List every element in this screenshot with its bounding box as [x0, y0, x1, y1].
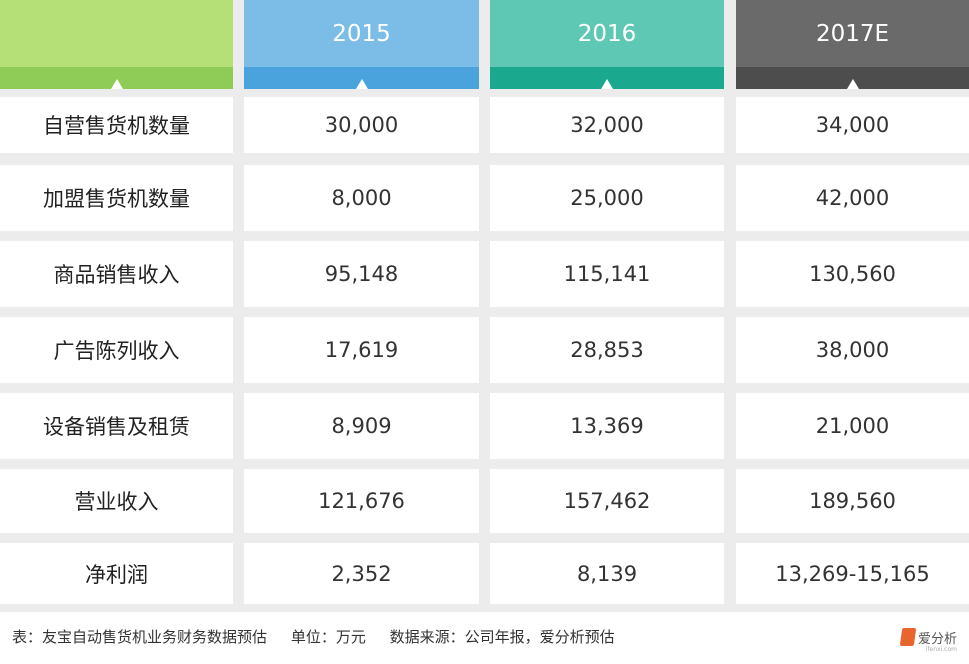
header-pointer [601, 79, 613, 89]
cell-2017e: 130,560 [736, 241, 969, 307]
cell-2015: 8,000 [244, 165, 479, 231]
header-2016-band [490, 67, 724, 89]
footer: 表：友宝自动售货机业务财务数据预估 单位：万元 数据来源：公司年报，爱分析预估 … [0, 612, 969, 664]
header-label-top [0, 0, 233, 67]
cell-2015: 95,148 [244, 241, 479, 307]
row-label: 广告陈列收入 [0, 317, 233, 383]
cell-2017e: 42,000 [736, 165, 969, 231]
cell-2017e: 21,000 [736, 393, 969, 459]
header-pointer [846, 79, 859, 89]
header-2016-label: 2016 [490, 0, 724, 67]
logo-subtext: ifenxi.com [925, 646, 957, 653]
cell-2016: 25,000 [490, 165, 724, 231]
header-2017e-label: 2017E [736, 0, 969, 67]
row-label: 净利润 [0, 543, 233, 604]
header-label-column [0, 0, 233, 89]
row-label: 自营售货机数量 [0, 97, 233, 153]
cell-2017e: 189,560 [736, 469, 969, 533]
header-2015-band [244, 67, 479, 89]
row-label: 设备销售及租赁 [0, 393, 233, 459]
header-2017e: 2017E [736, 0, 969, 89]
ifenxi-logo: 爱分析 ifenxi.com [899, 622, 957, 653]
footer-note: 表：友宝自动售货机业务财务数据预估 单位：万元 数据来源：公司年报，爱分析预估 [12, 628, 615, 646]
cell-2017e: 13,269-15,165 [736, 543, 969, 604]
row-label: 营业收入 [0, 469, 233, 533]
cell-2016: 115,141 [490, 241, 724, 307]
cell-2015: 17,619 [244, 317, 479, 383]
header-pointer [355, 79, 368, 89]
cell-2016: 8,139 [490, 543, 724, 604]
cell-2016: 28,853 [490, 317, 724, 383]
header-label-band [0, 67, 233, 89]
header-pointer [110, 79, 123, 89]
header-2016: 2016 [490, 0, 724, 89]
cell-2016: 157,462 [490, 469, 724, 533]
cell-2016: 13,369 [490, 393, 724, 459]
cell-2017e: 34,000 [736, 97, 969, 153]
cell-2017e: 38,000 [736, 317, 969, 383]
header-2017e-band [736, 67, 969, 89]
row-label: 商品销售收入 [0, 241, 233, 307]
header-2015: 2015 [244, 0, 479, 89]
logo-mark-icon [899, 628, 917, 646]
row-label: 加盟售货机数量 [0, 165, 233, 231]
logo-text: 爱分析 [917, 631, 957, 647]
cell-2015: 30,000 [244, 97, 479, 153]
header-2015-label: 2015 [244, 0, 479, 67]
cell-2015: 121,676 [244, 469, 479, 533]
cell-2016: 32,000 [490, 97, 724, 153]
cell-2015: 2,352 [244, 543, 479, 604]
cell-2015: 8,909 [244, 393, 479, 459]
